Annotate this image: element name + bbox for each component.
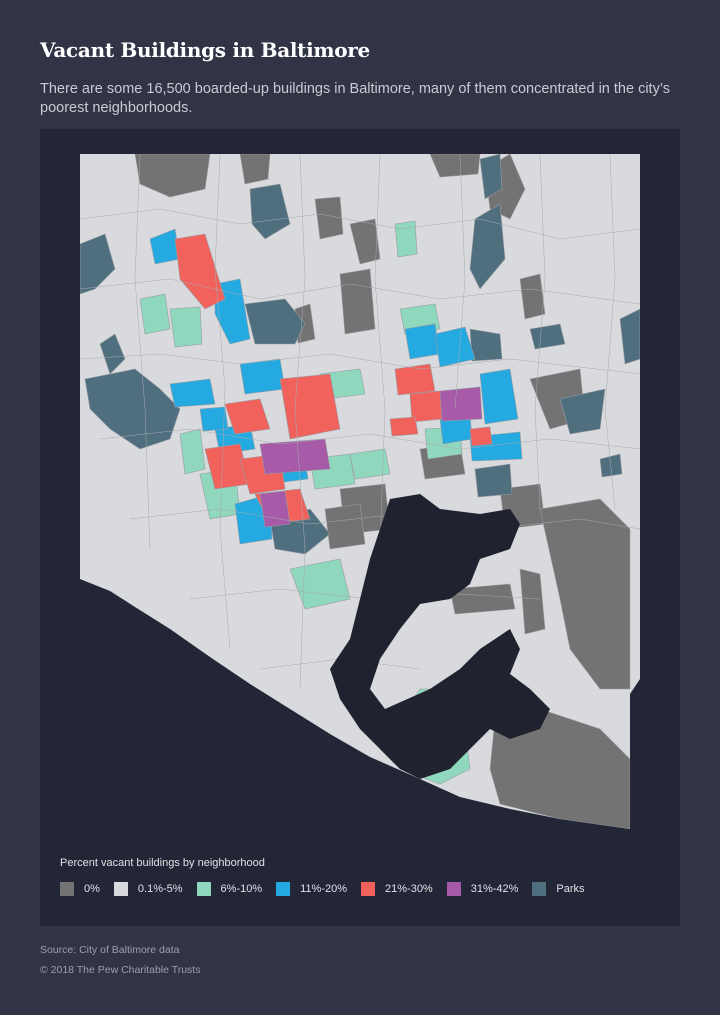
zero-percent-areas xyxy=(134,154,631,829)
legend-label: 11%-20% xyxy=(300,883,348,895)
map-panel: Percent vacant buildings by neighborhood… xyxy=(40,129,680,926)
harbor-water xyxy=(330,494,550,779)
legend-swatch xyxy=(361,882,376,896)
neighborhood-borders xyxy=(80,154,640,690)
source-note: Source: City of Baltimore data xyxy=(40,944,180,956)
thirty-one-to-forty-two-percent-areas xyxy=(259,386,483,528)
legend-label: 31%-42% xyxy=(470,883,519,895)
legend-swatch xyxy=(196,882,211,896)
baltimore-map xyxy=(80,154,640,829)
legend-item-twenty-one-thirty: 21%-30% xyxy=(361,882,433,896)
legend: 0% 0.1%-5% 6%-10% 11%-20% 21%-30% 31%-42… xyxy=(60,882,599,896)
legend-label: 0% xyxy=(84,883,100,895)
legend-item-parks: Parks xyxy=(532,882,585,896)
legend-item-six-ten: 6%-10% xyxy=(196,882,263,896)
chart-title: Vacant Buildings in Baltimore xyxy=(40,38,370,62)
chart-subtitle: There are some 16,500 boarded-up buildin… xyxy=(40,81,671,116)
legend-swatch xyxy=(60,882,74,896)
legend-item-eleven-twenty: 11%-20% xyxy=(276,882,347,896)
legend-swatch xyxy=(276,882,291,896)
legend-swatch xyxy=(446,882,461,896)
legend-item-thirty-one-forty-two: 31%-42% xyxy=(446,882,519,896)
legend-label: Parks xyxy=(556,883,585,895)
legend-swatch xyxy=(113,882,128,896)
legend-label: 21%-30% xyxy=(385,883,433,895)
legend-label: 0.1%-5% xyxy=(137,883,183,895)
legend-swatch xyxy=(532,882,547,896)
legend-item-zero: 0% xyxy=(60,882,100,896)
legend-title: Percent vacant buildings by neighborhood xyxy=(60,857,265,869)
legend-label: 6%-10% xyxy=(220,883,263,895)
legend-item-low: 0.1%-5% xyxy=(113,882,183,896)
copyright-note: © 2018 The Pew Charitable Trusts xyxy=(40,964,201,976)
